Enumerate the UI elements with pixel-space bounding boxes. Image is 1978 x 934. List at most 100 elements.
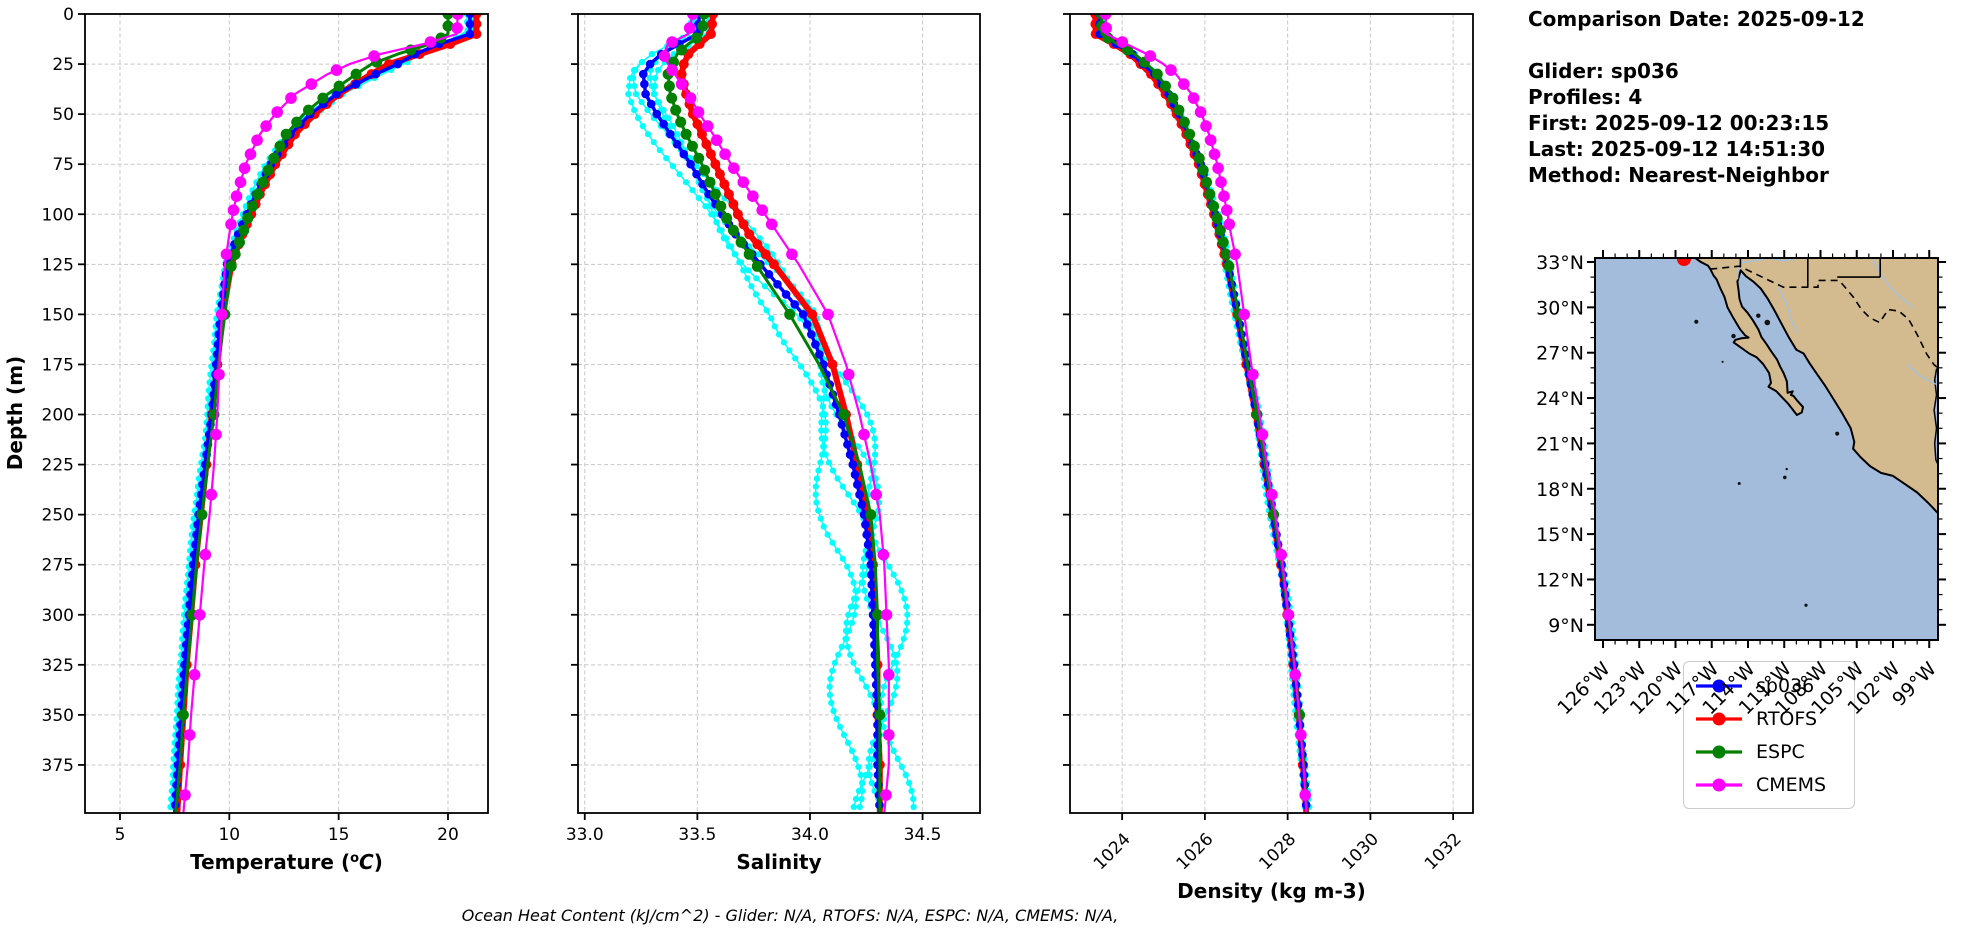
map-island xyxy=(1694,319,1699,324)
map-island xyxy=(1804,603,1808,607)
svg-text:1030: 1030 xyxy=(1338,829,1383,874)
CMEMS-line xyxy=(1104,14,1308,813)
map-island xyxy=(1731,333,1736,339)
svg-text:250: 250 xyxy=(42,506,74,526)
svg-text:27°N: 27°N xyxy=(1536,343,1584,365)
legend-label: sp036 xyxy=(1756,674,1815,697)
svg-text:15: 15 xyxy=(328,825,350,845)
legend-line-marker-sample xyxy=(1696,778,1742,791)
CMEMS-line xyxy=(182,14,459,813)
map-frame xyxy=(1594,257,1939,641)
svg-text:21°N: 21°N xyxy=(1536,433,1584,455)
map-river xyxy=(1907,364,1937,385)
glider-raw-profile xyxy=(627,14,864,808)
map-island xyxy=(1783,475,1787,480)
comparison-date-text: Comparison Date: 2025-09-12 xyxy=(1528,7,1865,31)
svg-text:375: 375 xyxy=(42,756,74,776)
glider-raw-profile xyxy=(1096,14,1306,808)
legend-line-marker-sample xyxy=(1696,745,1742,758)
svg-text:75: 75 xyxy=(52,155,74,175)
svg-text:24°N: 24°N xyxy=(1536,388,1584,410)
svg-text:33.0: 33.0 xyxy=(566,825,604,845)
map-river xyxy=(1777,287,1798,333)
location-map: 33°N30°N27°N24°N21°N18°N15°N12°N9°N126°W… xyxy=(1536,250,1946,719)
svg-text:33.5: 33.5 xyxy=(678,825,716,845)
svg-text:325: 325 xyxy=(42,656,74,676)
legend-line-marker-sample xyxy=(1696,712,1742,725)
info-panel: Comparison Date: 2025-09-12 Glider: sp03… xyxy=(1528,6,1865,188)
legend-entry-rtofs: RTOFS xyxy=(1693,702,1854,735)
map-island xyxy=(1737,482,1741,485)
y-axis-label: Depth (m) xyxy=(3,356,27,470)
salinity-panel-series xyxy=(625,14,917,813)
profiles-count-text: Profiles: 4 xyxy=(1528,85,1643,109)
svg-text:18°N: 18°N xyxy=(1536,479,1584,501)
svg-text:33°N: 33°N xyxy=(1536,252,1584,274)
sp036-line xyxy=(1097,14,1309,813)
RTOFS-line xyxy=(174,14,480,813)
svg-text:15°N: 15°N xyxy=(1536,524,1584,546)
density-panel: 1024 1026 1028 1030 1032 Density (kg m-3) xyxy=(1063,13,1474,903)
panel-frame xyxy=(1069,13,1474,814)
svg-text:30°N: 30°N xyxy=(1536,297,1584,319)
legend-entry-cmems: CMEMS xyxy=(1693,768,1854,801)
svg-text:125: 125 xyxy=(42,255,74,275)
map-island xyxy=(1764,319,1771,326)
glider-raw-profile xyxy=(649,14,898,808)
map-island xyxy=(1721,360,1724,363)
svg-text:1024: 1024 xyxy=(1090,829,1135,874)
svg-text:150: 150 xyxy=(42,305,74,325)
glider-location-marker xyxy=(1677,258,1691,266)
svg-text:12°N: 12°N xyxy=(1536,569,1584,591)
temperature-panel: 5 10 15 20025507510012515017520022525027530… xyxy=(3,5,489,874)
map-border-dashed xyxy=(1710,265,1938,369)
svg-text:50: 50 xyxy=(52,105,74,125)
map-river xyxy=(1871,258,1914,308)
svg-text:275: 275 xyxy=(42,556,74,576)
first-profile-time-text: First: 2025-09-12 00:23:15 xyxy=(1528,111,1830,135)
map-island xyxy=(1756,313,1761,318)
svg-text:1032: 1032 xyxy=(1421,829,1466,874)
svg-text:34.0: 34.0 xyxy=(791,825,829,845)
svg-text:225: 225 xyxy=(42,456,74,476)
salinity-panel: 33.0 33.5 34.0 34.5 Salinity xyxy=(566,13,981,874)
x-axis-label: Density (kg m-3) xyxy=(1177,879,1366,903)
svg-text:10: 10 xyxy=(218,825,240,845)
legend: sp036 RTOFS ESPC CMEMS xyxy=(1683,661,1855,809)
svg-text:350: 350 xyxy=(42,706,74,726)
glider-raw-profile xyxy=(1097,14,1306,808)
glider-raw-profile xyxy=(1101,14,1311,808)
map-island xyxy=(1835,431,1840,436)
svg-text:1026: 1026 xyxy=(1173,829,1218,874)
legend-label: ESPC xyxy=(1756,740,1805,763)
glider-name-text: Glider: sp036 xyxy=(1528,59,1679,83)
map-river xyxy=(1741,258,1801,264)
svg-text:5: 5 xyxy=(115,825,126,845)
legend-entry-espc: ESPC xyxy=(1693,735,1854,768)
ESPC-line xyxy=(1099,14,1309,813)
svg-text:20: 20 xyxy=(437,825,459,845)
method-text: Method: Nearest-Neighbor xyxy=(1528,163,1829,187)
svg-text:9°N: 9°N xyxy=(1548,615,1584,637)
last-profile-time-text: Last: 2025-09-12 14:51:30 xyxy=(1528,137,1826,161)
x-axis-label: Salinity xyxy=(736,850,821,874)
legend-label: RTOFS xyxy=(1756,707,1818,730)
svg-text:0: 0 xyxy=(63,5,74,25)
svg-text:200: 200 xyxy=(42,406,74,426)
RTOFS-line xyxy=(1092,14,1310,813)
legend-line-marker-sample xyxy=(1696,679,1742,692)
density-panel-series xyxy=(1090,14,1313,813)
x-axis-label: Temperature (oC) xyxy=(190,850,383,874)
map-island xyxy=(1785,467,1788,471)
svg-text:300: 300 xyxy=(42,606,74,626)
panel-frame xyxy=(577,13,981,814)
legend-entry-sp036: sp036 xyxy=(1693,669,1854,702)
glider-raw-profile xyxy=(1098,14,1307,808)
svg-text:100: 100 xyxy=(42,205,74,225)
svg-text:1028: 1028 xyxy=(1255,829,1300,874)
legend-label: CMEMS xyxy=(1756,773,1827,796)
temperature-panel-series xyxy=(167,14,482,813)
svg-text:34.5: 34.5 xyxy=(904,825,942,845)
